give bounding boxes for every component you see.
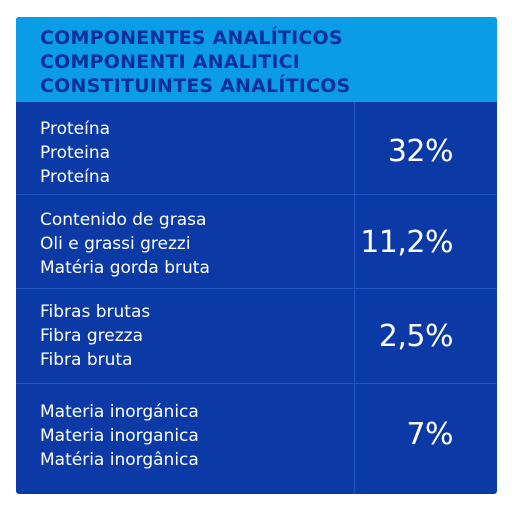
table-row: Proteína Proteina Proteína 32% [16,102,497,194]
row-label-es: Fibras brutas [40,302,151,322]
row-divider [16,194,497,195]
row-divider [16,288,497,289]
row-label-es: Contenido de grasa [40,210,207,230]
row-label-es: Materia inorgánica [40,402,199,422]
row-label-pt: Proteína [40,167,111,187]
row-value: 7% [406,417,453,452]
row-label-it: Proteina [40,143,111,163]
table-row: Fibras brutas Fibra grezza Fibra bruta 2… [16,289,497,383]
row-label-pt: Matéria inorgânica [40,450,199,470]
row-divider [16,383,497,384]
header-title-pt: CONSTITUINTES ANALÍTICOS [40,75,351,97]
row-label-it: Oli e grassi grezzi [40,234,191,254]
header-title-it: COMPONENTI ANALITICI [40,51,301,73]
analytical-components-table: COMPONENTES ANALÍTICOS COMPONENTI ANALIT… [16,17,497,494]
row-value: 2,5% [378,319,454,354]
row-label-it: Materia inorganica [40,426,199,446]
header-title-es: COMPONENTES ANALÍTICOS [40,27,343,49]
row-label-pt: Matéria gorda bruta [40,258,210,278]
row-value: 11,2% [360,225,453,260]
row-value: 32% [387,134,454,169]
column-divider [354,102,355,494]
row-label-it: Fibra grezza [40,326,143,346]
row-label-es: Proteína [40,119,111,139]
table-header: COMPONENTES ANALÍTICOS COMPONENTI ANALIT… [16,17,497,102]
table-row: Contenido de grasa Oli e grassi grezzi M… [16,195,497,288]
row-label-pt: Fibra bruta [40,350,133,370]
table-row: Materia inorgánica Materia inorganica Ma… [16,384,497,494]
